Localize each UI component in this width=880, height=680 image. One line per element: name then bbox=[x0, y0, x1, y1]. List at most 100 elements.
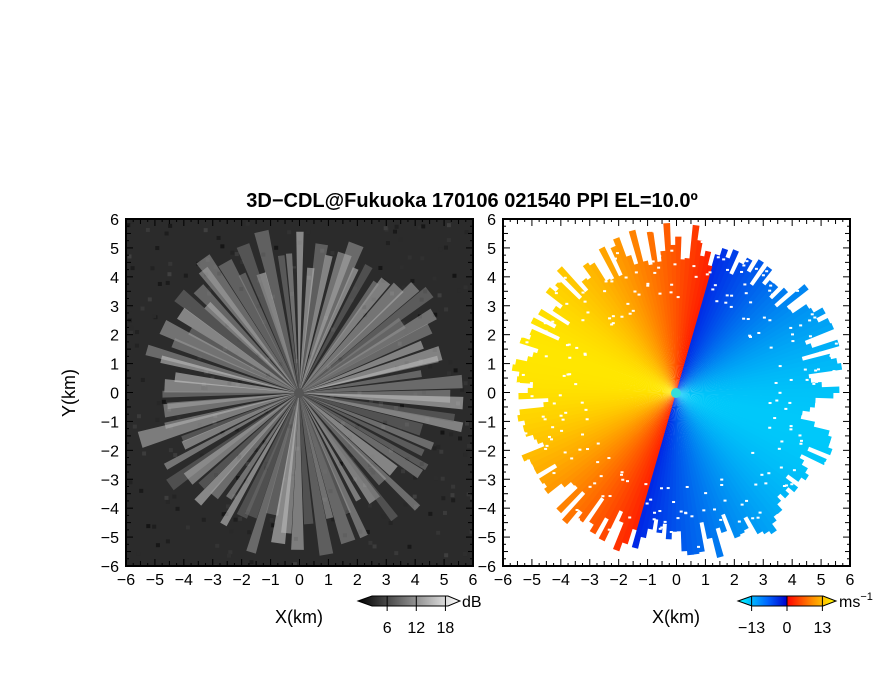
missing-data-gap bbox=[724, 301, 728, 304]
reflectivity-ray bbox=[246, 393, 299, 554]
missing-data-gap bbox=[777, 447, 781, 450]
y-tick-label: 2 bbox=[110, 328, 119, 345]
velocity-wedge bbox=[676, 393, 741, 539]
noise-cell bbox=[292, 268, 297, 273]
noise-cell bbox=[444, 307, 449, 312]
noise-cell bbox=[176, 415, 181, 420]
velocity-wedge bbox=[676, 393, 748, 519]
missing-data-gap bbox=[564, 411, 568, 414]
noise-cell bbox=[463, 452, 468, 457]
noise-cell bbox=[432, 276, 437, 281]
noise-cell bbox=[152, 314, 157, 319]
x-tick-label: −3 bbox=[581, 572, 599, 589]
x-tick-label: −6 bbox=[494, 572, 512, 589]
missing-data-gap bbox=[720, 483, 724, 486]
missing-data-gap bbox=[524, 349, 528, 352]
velocity-wedge bbox=[676, 393, 831, 449]
missing-data-gap bbox=[784, 484, 788, 487]
noise-cell bbox=[363, 313, 368, 318]
velocity-wedge bbox=[618, 274, 676, 393]
reflectivity-ray bbox=[299, 393, 464, 410]
missing-data-gap bbox=[583, 352, 587, 355]
velocity-wedge bbox=[676, 393, 816, 403]
missing-data-gap bbox=[576, 518, 580, 521]
velocity-wedge bbox=[676, 259, 686, 393]
velocity-wedge bbox=[676, 393, 808, 474]
x-tick-label: −6 bbox=[117, 572, 135, 589]
noise-cell bbox=[238, 516, 243, 521]
noise-cell bbox=[327, 428, 332, 433]
missing-data-gap bbox=[798, 434, 802, 437]
missing-data-gap bbox=[588, 485, 592, 488]
missing-data-gap bbox=[685, 485, 689, 488]
velocity-wedge bbox=[676, 393, 789, 492]
velocity-wedge bbox=[676, 393, 811, 412]
missing-data-gap bbox=[767, 472, 771, 475]
velocity-wedge bbox=[676, 307, 826, 393]
missing-data-gap bbox=[729, 305, 733, 308]
missing-data-gap bbox=[757, 331, 761, 334]
noise-cell bbox=[228, 550, 233, 555]
missing-data-gap bbox=[644, 483, 648, 486]
noise-cell bbox=[229, 529, 234, 534]
missing-data-gap bbox=[603, 290, 607, 293]
y-tick-label: −2 bbox=[478, 443, 496, 460]
missing-data-gap bbox=[521, 335, 525, 338]
missing-data-gap bbox=[561, 418, 565, 421]
missing-data-gap bbox=[669, 531, 673, 534]
noise-cell bbox=[383, 226, 388, 231]
y-tick-label: −4 bbox=[478, 501, 496, 518]
noise-cell bbox=[381, 514, 386, 519]
reflectivity-ray bbox=[176, 307, 299, 393]
noise-cell bbox=[215, 543, 220, 548]
x-tick-label: −5 bbox=[146, 572, 164, 589]
noise-cell bbox=[338, 461, 343, 466]
noise-cell bbox=[394, 224, 399, 229]
reflectivity-ray bbox=[281, 393, 299, 534]
x-tick-label: 3 bbox=[382, 572, 391, 589]
noise-cell bbox=[438, 247, 443, 252]
velocity-colorbar: −13 0 13 ms−1 bbox=[736, 591, 873, 637]
reflectivity-ray bbox=[299, 267, 359, 393]
velocity-wedge bbox=[676, 393, 745, 535]
missing-data-gap bbox=[524, 432, 528, 435]
noise-cell bbox=[420, 256, 425, 261]
noise-cell bbox=[127, 254, 132, 259]
missing-data-gap bbox=[814, 468, 818, 471]
y-tick-label: 6 bbox=[487, 212, 496, 229]
reflectivity-ray bbox=[162, 390, 299, 398]
missing-data-gap bbox=[807, 472, 811, 475]
missing-data-gap bbox=[697, 545, 701, 548]
noise-cell bbox=[441, 496, 446, 501]
velocity-wedge bbox=[560, 393, 676, 488]
velocity-wedge bbox=[544, 393, 676, 495]
noise-cell bbox=[399, 265, 404, 270]
missing-data-gap bbox=[575, 508, 579, 511]
x-tick-label: 0 bbox=[672, 572, 681, 589]
missing-data-gap bbox=[778, 391, 782, 394]
missing-data-gap bbox=[792, 469, 796, 472]
missing-data-gap bbox=[672, 501, 676, 504]
velocity-wedge bbox=[676, 256, 731, 393]
missing-data-gap bbox=[552, 402, 556, 405]
missing-data-gap bbox=[567, 343, 571, 346]
missing-data-gap bbox=[711, 288, 715, 291]
missing-data-gap bbox=[631, 309, 635, 312]
colorbar-tick-label: 6 bbox=[383, 620, 392, 637]
y-tick-label: 0 bbox=[487, 386, 496, 403]
missing-data-gap bbox=[666, 487, 670, 490]
reflectivity-ray bbox=[164, 379, 299, 393]
noise-cell bbox=[237, 378, 242, 383]
missing-data-gap bbox=[769, 346, 773, 349]
noise-cell bbox=[433, 312, 438, 317]
missing-data-gap bbox=[652, 554, 656, 557]
missing-data-gap bbox=[649, 229, 653, 232]
noise-cell bbox=[448, 360, 453, 365]
velocity-wedge bbox=[561, 393, 676, 525]
noise-cell bbox=[126, 223, 131, 228]
missing-data-gap bbox=[808, 335, 812, 338]
velocity-colorbar-unit: ms−1 bbox=[839, 591, 873, 611]
reflectivity-colorbar-unit: dB bbox=[462, 594, 482, 611]
noise-cell bbox=[140, 377, 145, 382]
